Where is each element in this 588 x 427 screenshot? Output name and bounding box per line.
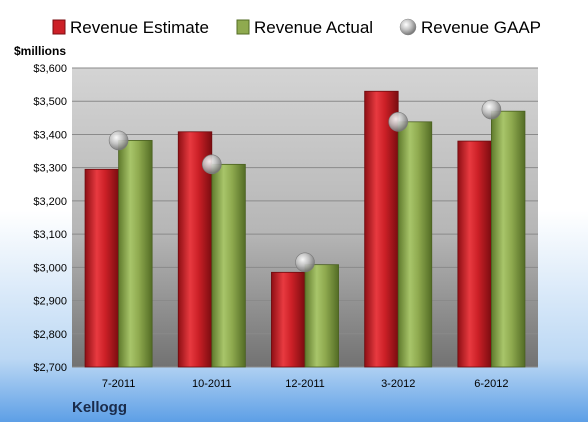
- marker-gaap-12-2011: [295, 252, 315, 273]
- y-axis-ticks: $2,700 $2,800 $2,900 $3,000 $3,100 $3,200 $3,3…: [33, 63, 67, 374]
- bar-actual-10-2011: [211, 163, 246, 368]
- bar-estimate-6-2012: [457, 140, 492, 368]
- company-label: Kellogg: [72, 399, 127, 416]
- x-tick-label: 7-2011: [102, 378, 135, 390]
- bar-actual-7-2011: [118, 140, 153, 368]
- y-axis-label: $millions: [14, 44, 66, 58]
- y-tick-label: $2,700: [33, 362, 67, 374]
- x-axis-ticks: 7-2011 10-2011 12-2011 3-2012 6-2012: [102, 378, 509, 390]
- bar-estimate-12-2011: [271, 271, 306, 368]
- gaap-markers: [108, 99, 502, 273]
- legend-swatch-gaap: [399, 18, 417, 36]
- y-tick-label: $3,200: [33, 196, 67, 208]
- legend-label-actual: Revenue Actual: [254, 18, 373, 37]
- bars: [84, 90, 526, 368]
- marker-gaap-6-2012: [481, 99, 502, 120]
- y-tick-label: $3,000: [33, 262, 67, 274]
- y-tick-label: $3,300: [33, 163, 67, 175]
- legend-swatch-actual: [236, 19, 250, 35]
- y-tick-label: $3,100: [33, 229, 67, 241]
- x-tick-label: 10-2011: [192, 378, 232, 390]
- legend-label-gaap: Revenue GAAP: [421, 18, 541, 37]
- marker-gaap-3-2012: [388, 112, 409, 132]
- marker-gaap-7-2011: [108, 130, 129, 151]
- y-tick-label: $2,900: [33, 296, 67, 308]
- legend-swatch-estimate: [52, 19, 66, 35]
- y-tick-label: $2,800: [33, 329, 67, 341]
- legend-label-estimate: Revenue Estimate: [70, 18, 209, 37]
- bar-actual-12-2011: [304, 264, 339, 368]
- bar-estimate-3-2012: [364, 90, 399, 368]
- y-tick-label: $3,500: [33, 96, 67, 108]
- y-tick-label: $3,400: [33, 129, 67, 141]
- marker-gaap-10-2011: [202, 154, 222, 175]
- x-tick-label: 3-2012: [381, 378, 415, 390]
- legend: Revenue Estimate Revenue Actual Revenue …: [52, 18, 541, 37]
- y-tick-label: $3,600: [33, 63, 67, 75]
- x-tick-label: 12-2011: [285, 378, 325, 390]
- bar-actual-6-2012: [490, 110, 526, 368]
- x-tick-label: 6-2012: [474, 378, 508, 390]
- bar-actual-3-2012: [397, 121, 433, 368]
- bar-estimate-7-2011: [84, 168, 119, 368]
